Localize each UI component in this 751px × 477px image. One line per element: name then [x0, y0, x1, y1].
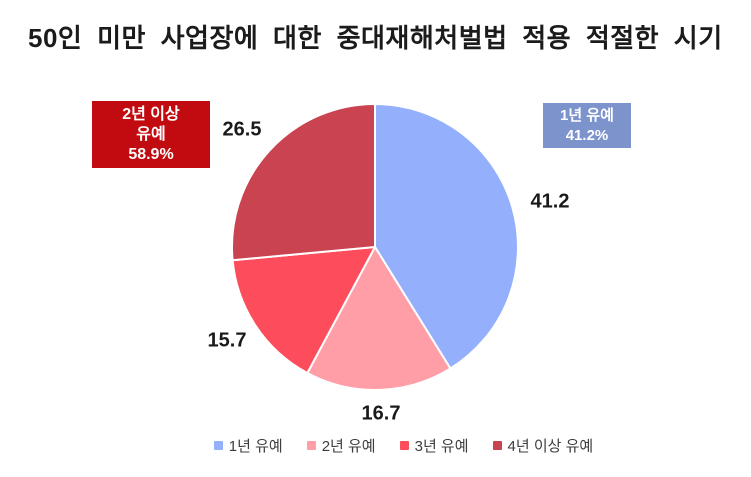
callout-2yr-plus-total: 2년 이상 유예 58.9%	[92, 101, 210, 168]
callout-line: 유예	[136, 125, 166, 143]
callout-line: 58.9%	[128, 145, 174, 163]
legend-label: 3년 유예	[414, 437, 469, 455]
legend-label: 1년 유예	[228, 437, 283, 455]
pie-slice-1	[306, 246, 452, 391]
pie-slice-2	[231, 246, 376, 374]
value-label-4yr-plus: 26.5	[222, 118, 262, 141]
value-label-1yr: 41.2	[530, 190, 570, 213]
legend-swatch-icon	[399, 440, 409, 450]
legend-label: 2년 유예	[321, 437, 376, 455]
pie-slice-3	[231, 103, 376, 262]
legend-item-3yr: 3년 유예	[399, 435, 469, 456]
legend-item-1yr: 1년 유예	[213, 435, 283, 456]
legend-swatch-icon	[492, 440, 502, 450]
callout-line: 41.2%	[565, 126, 609, 144]
value-label-2yr: 16.7	[361, 402, 401, 425]
value-label-3yr: 15.7	[207, 329, 247, 352]
callout-line: 1년 유예	[560, 106, 614, 124]
chart-title: 50인 미만 사업장에 대한 중대재해처벌법 적용 적절한 시기	[28, 23, 723, 53]
callout-line: 2년 이상	[122, 105, 180, 123]
legend: 1년 유예 2년 유예 3년 유예 4년 이상 유예	[0, 433, 751, 457]
callout-1yr: 1년 유예 41.2%	[543, 103, 631, 148]
legend-swatch-icon	[306, 440, 316, 450]
pie-svg	[231, 103, 519, 391]
pie-chart	[230, 102, 520, 392]
legend-item-2yr: 2년 유예	[306, 435, 376, 456]
legend-label: 4년 이상 유예	[507, 437, 594, 455]
legend-swatch-icon	[213, 440, 223, 450]
legend-item-4yr-plus: 4년 이상 유예	[492, 435, 594, 456]
pie-slice-0	[374, 103, 519, 370]
